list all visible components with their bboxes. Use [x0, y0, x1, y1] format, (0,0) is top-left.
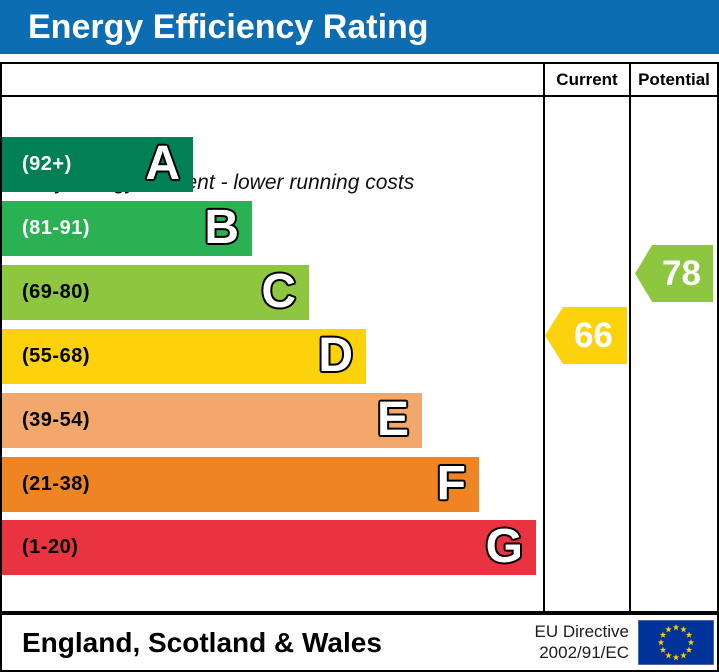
- band-c: (69-80) C: [2, 265, 309, 320]
- potential-rating-arrow: 78: [635, 245, 713, 302]
- title-bar: Energy Efficiency Rating: [0, 0, 719, 54]
- band-c-letter: C: [261, 264, 296, 318]
- band-g-range: (1-20): [22, 536, 79, 558]
- band-e: (39-54) E: [2, 393, 422, 448]
- band-d-letter: D: [318, 328, 353, 382]
- band-c-range: (69-80): [22, 281, 90, 303]
- current-rating-value: 66: [574, 315, 613, 355]
- band-f-letter: F: [436, 456, 466, 510]
- band-g: (1-20) G: [2, 520, 536, 575]
- page-title: Energy Efficiency Rating: [28, 7, 429, 46]
- header-row-separator: [0, 95, 719, 97]
- band-g-letter: G: [485, 519, 523, 573]
- band-f-range: (21-38): [22, 473, 90, 495]
- footer: England, Scotland & Wales EU Directive 2…: [0, 613, 719, 672]
- potential-rating-value: 78: [662, 253, 701, 293]
- eu-directive-label: EU Directive 2002/91/EC: [535, 622, 629, 663]
- current-rating-arrow: 66: [545, 307, 627, 364]
- potential-column-header: Potential: [638, 69, 710, 89]
- eu-flag-icon: [638, 620, 714, 665]
- band-a-letter: A: [145, 136, 180, 190]
- band-d: (55-68) D: [2, 329, 366, 384]
- band-a-range: (92+): [22, 153, 72, 175]
- band-b-range: (81-91): [22, 217, 90, 239]
- eu-directive-line1: EU Directive: [534, 622, 629, 642]
- band-a: (92+) A: [2, 137, 193, 192]
- band-e-letter: E: [376, 392, 409, 446]
- band-b-letter: B: [204, 200, 239, 254]
- current-column-header: Current: [556, 69, 618, 89]
- eu-directive-line2: 2002/91/EC: [539, 642, 629, 662]
- band-b: (81-91) B: [2, 201, 252, 256]
- column-divider-potential: [629, 62, 631, 613]
- band-e-range: (39-54): [22, 409, 90, 431]
- region-label: England, Scotland & Wales: [22, 626, 382, 658]
- band-d-range: (55-68): [22, 345, 90, 367]
- column-divider-current: [543, 62, 545, 613]
- band-f: (21-38) F: [2, 457, 479, 512]
